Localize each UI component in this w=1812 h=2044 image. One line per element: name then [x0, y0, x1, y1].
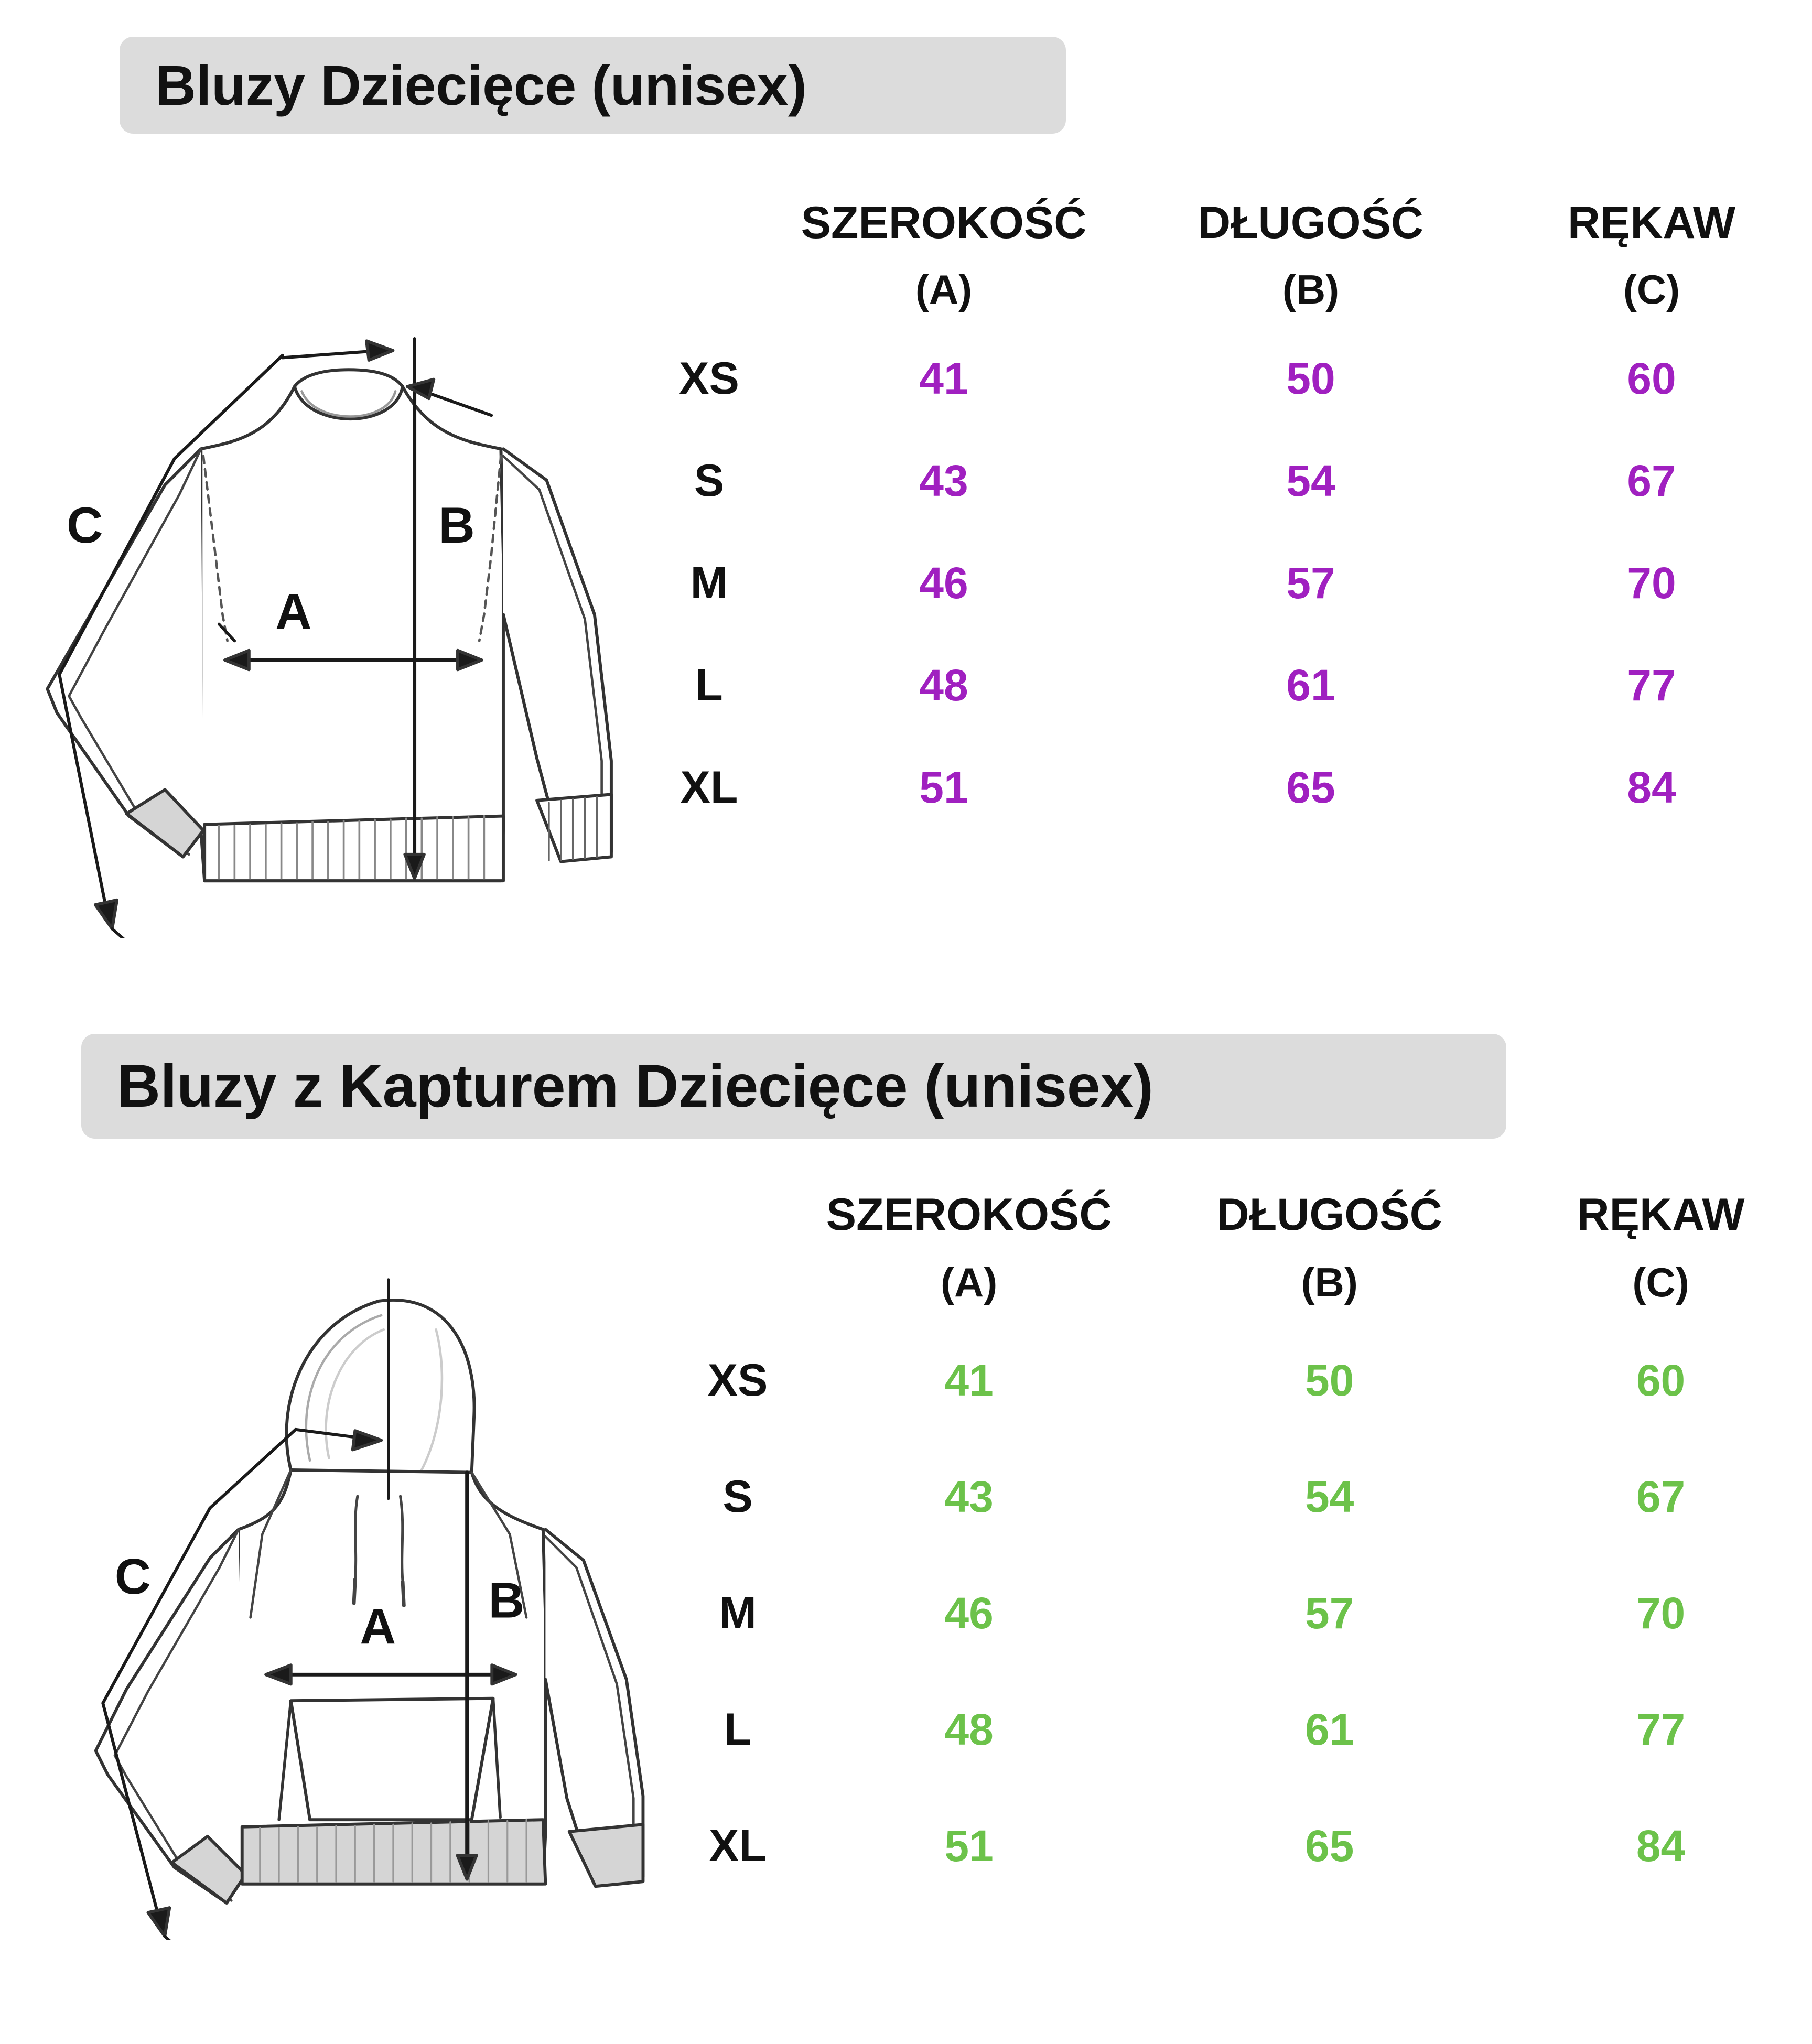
- section-title-pill-hoodie: Bluzy z Kapturem Dziecięce (unisex): [81, 1034, 1506, 1139]
- value-length: 50: [1286, 354, 1335, 403]
- table-row: S 43 54 67: [687, 1439, 1812, 1555]
- header-width: SZEROKOŚĆ: [801, 197, 1087, 248]
- table-row: M 46 57 70: [658, 532, 1809, 634]
- value-width: 48: [944, 1704, 994, 1754]
- header-sleeve: RĘKAW: [1577, 1189, 1745, 1240]
- table-header-row-sub: (A) (B) (C): [687, 1243, 1812, 1322]
- header-length-sub: (B): [1282, 266, 1340, 312]
- value-sleeve: 70: [1627, 558, 1676, 608]
- value-sleeve: 60: [1627, 354, 1676, 403]
- header-width-sub: (A): [940, 1259, 998, 1306]
- header-size-sub-spacer: [658, 252, 760, 328]
- table-row: L 48 61 77: [687, 1671, 1812, 1788]
- value-width: 43: [944, 1472, 994, 1521]
- header-sleeve-sub: (C): [1623, 266, 1680, 312]
- value-width: 43: [919, 456, 968, 505]
- value-length: 50: [1304, 1355, 1354, 1405]
- value-length: 65: [1304, 1821, 1354, 1870]
- size-label: L: [724, 1704, 752, 1755]
- size-label: M: [690, 558, 728, 608]
- table-row: XL 51 65 84: [687, 1788, 1812, 1904]
- page-title-hoodie: Bluzy z Kapturem Dziecięce (unisex): [117, 1053, 1153, 1120]
- value-sleeve: 67: [1636, 1472, 1686, 1521]
- value-sleeve: 77: [1636, 1704, 1686, 1754]
- size-label: XS: [679, 353, 739, 404]
- table-row: M 46 57 70: [687, 1555, 1812, 1671]
- header-length: DŁUGOŚĆ: [1198, 197, 1423, 248]
- diagram-label-c: C: [115, 1549, 151, 1605]
- value-sleeve: 70: [1636, 1588, 1686, 1638]
- table-row: S 43 54 67: [658, 430, 1809, 532]
- size-table-sweatshirt: SZEROKOŚĆ DŁUGOŚĆ RĘKAW (A) (B) (C) XS 4…: [658, 194, 1809, 839]
- size-label: M: [719, 1587, 757, 1638]
- size-label: XL: [709, 1820, 767, 1871]
- value-length: 57: [1286, 558, 1335, 608]
- value-sleeve: 84: [1636, 1821, 1686, 1870]
- header-sleeve-sub: (C): [1632, 1259, 1689, 1306]
- diagram-label-b: B: [488, 1573, 524, 1628]
- value-length: 54: [1304, 1472, 1354, 1521]
- value-sleeve: 77: [1627, 661, 1676, 710]
- value-width: 46: [919, 558, 968, 608]
- size-label: XL: [680, 762, 738, 813]
- header-size: [658, 194, 760, 252]
- value-width: 41: [944, 1355, 994, 1405]
- value-length: 61: [1286, 661, 1335, 710]
- header-size: [687, 1186, 789, 1243]
- value-width: 51: [944, 1821, 994, 1870]
- table-header-row-main: SZEROKOŚĆ DŁUGOŚĆ RĘKAW: [658, 194, 1809, 252]
- diagram-label-c: C: [67, 498, 103, 554]
- value-sleeve: 67: [1627, 456, 1676, 505]
- value-width: 48: [919, 661, 968, 710]
- diagram-label-a: A: [360, 1599, 396, 1654]
- table-row: XS 41 50 60: [658, 328, 1809, 430]
- header-width-sub: (A): [915, 266, 973, 312]
- value-sleeve: 84: [1627, 763, 1676, 812]
- table-row: L 48 61 77: [658, 634, 1809, 737]
- value-length: 61: [1304, 1704, 1354, 1754]
- diagram-label-a: A: [275, 584, 311, 640]
- size-table-hoodie: SZEROKOŚĆ DŁUGOŚĆ RĘKAW (A) (B) (C) XS 4…: [687, 1186, 1812, 1904]
- hoodie-diagram-icon: C B A: [94, 1278, 645, 1940]
- size-label: S: [694, 456, 725, 506]
- header-width: SZEROKOŚĆ: [826, 1189, 1112, 1240]
- value-length: 54: [1286, 456, 1335, 505]
- size-label: S: [722, 1471, 753, 1522]
- size-label: XS: [707, 1355, 768, 1405]
- value-width: 46: [944, 1588, 994, 1638]
- value-sleeve: 60: [1636, 1355, 1686, 1405]
- table-header-row-main: SZEROKOŚĆ DŁUGOŚĆ RĘKAW: [687, 1186, 1812, 1243]
- value-length: 57: [1304, 1588, 1354, 1638]
- page-title-sweatshirt: Bluzy Dziecięce (unisex): [155, 53, 807, 117]
- crewneck-sweatshirt-diagram-icon: C B A: [46, 337, 613, 938]
- value-width: 41: [919, 354, 968, 403]
- size-label: L: [695, 660, 723, 710]
- diagram-label-b: B: [438, 498, 474, 554]
- header-length: DŁUGOŚĆ: [1216, 1189, 1442, 1240]
- header-sleeve: RĘKAW: [1567, 197, 1736, 248]
- section-title-pill-sweatshirt: Bluzy Dziecięce (unisex): [120, 37, 1066, 134]
- value-width: 51: [919, 763, 968, 812]
- table-row: XL 51 65 84: [658, 737, 1809, 839]
- table-row: XS 41 50 60: [687, 1322, 1812, 1439]
- header-size-sub-spacer: [687, 1243, 789, 1322]
- value-length: 65: [1286, 763, 1335, 812]
- table-header-row-sub: (A) (B) (C): [658, 252, 1809, 328]
- header-length-sub: (B): [1301, 1259, 1358, 1306]
